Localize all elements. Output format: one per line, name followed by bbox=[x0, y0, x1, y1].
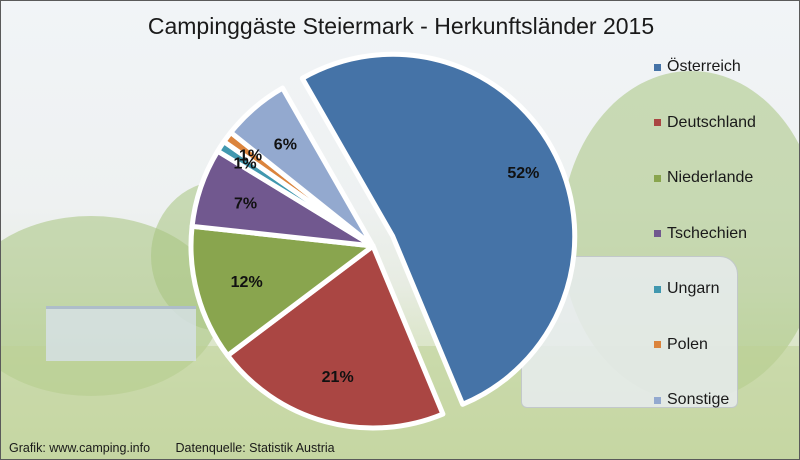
chart-title: Campinggäste Steiermark - Herkunftslände… bbox=[147, 13, 655, 39]
legend-item-ungarn: Ungarn bbox=[654, 279, 719, 299]
legend-swatch bbox=[654, 174, 661, 182]
legend-item-sonstige: Sonstige bbox=[654, 390, 729, 410]
pie-slice-österreich bbox=[299, 51, 578, 407]
legend-label: Sonstige bbox=[667, 391, 730, 408]
slice-label-niederlande: 12% bbox=[231, 274, 263, 291]
legend-item-österreich: Österreich bbox=[654, 57, 741, 77]
slice-label-sonstige: 6% bbox=[274, 137, 297, 154]
slice-label-deutschland: 21% bbox=[322, 369, 354, 386]
legend-swatch bbox=[654, 119, 661, 126]
legend-item-tschechien: Tschechien bbox=[654, 224, 747, 244]
legend-swatch bbox=[654, 396, 661, 404]
legend-label: Ungarn bbox=[667, 280, 720, 297]
legend-label: Polen bbox=[667, 335, 708, 353]
legend-swatch bbox=[654, 63, 661, 71]
legend-label: Niederlande bbox=[667, 169, 754, 186]
slice-label-tschechien: 7% bbox=[234, 196, 257, 213]
legend-label: Deutschland bbox=[667, 113, 756, 131]
pie-slice-sonstige bbox=[228, 85, 376, 249]
pie-slice-niederlande bbox=[188, 223, 376, 359]
slice-label-polen: 1% bbox=[239, 147, 262, 164]
legend-item-deutschland: Deutschland bbox=[654, 113, 756, 133]
legend-swatch bbox=[654, 230, 661, 237]
legend-swatch bbox=[654, 285, 661, 293]
slice-label-österreich: 52% bbox=[507, 165, 539, 182]
footer-credit: Grafik: www.camping.info bbox=[9, 441, 151, 455]
footer: Grafik: www.camping.info Datenquelle: St… bbox=[9, 441, 357, 455]
slice-label-ungarn: 1% bbox=[234, 155, 257, 172]
legend-item-polen: Polen bbox=[654, 335, 708, 355]
footer-source: Datenquelle: Statistik Austria bbox=[175, 441, 335, 455]
legend-label: Österreich bbox=[667, 58, 741, 75]
pie-slice-deutschland bbox=[225, 243, 446, 431]
legend-swatch bbox=[654, 341, 661, 348]
legend-label: Tschechien bbox=[667, 224, 748, 242]
legend-item-niederlande: Niederlande bbox=[654, 168, 753, 188]
